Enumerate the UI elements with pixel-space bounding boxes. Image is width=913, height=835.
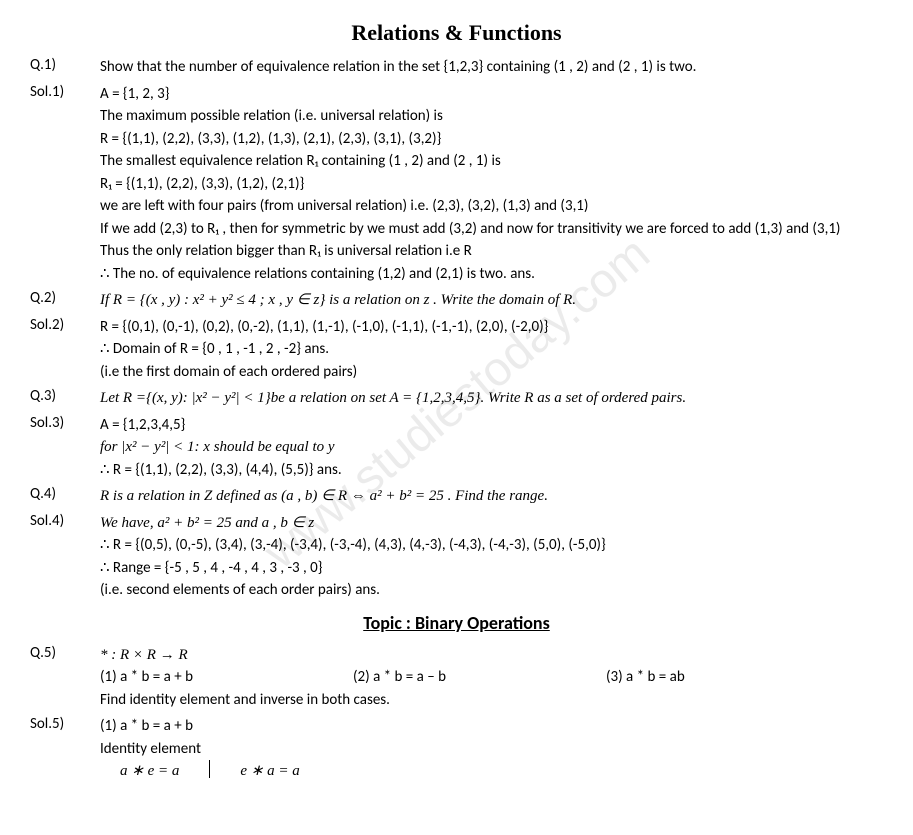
q2-label: Q.2) — [30, 289, 100, 312]
page-title: Relations & Functions — [30, 20, 883, 46]
solution-1: Sol.1) A = {1, 2, 3} The maximum possibl… — [30, 83, 883, 286]
sol2-label: Sol.2) — [30, 316, 100, 384]
q5-label: Q.5) — [30, 644, 100, 712]
q4-text: R is a relation in Z defined as (a , b) … — [100, 485, 883, 508]
sol5-line: Identity element — [100, 738, 883, 761]
sol1-line: The maximum possible relation (i.e. univ… — [100, 105, 883, 128]
sol2-line: (i.e the first domain of each ordered pa… — [100, 361, 883, 384]
sol1-line: ∴ The no. of equivalence relations conta… — [100, 263, 883, 286]
sol1-line: If we add (2,3) to R₁ , then for symmetr… — [100, 218, 883, 241]
sol3-label: Sol.3) — [30, 414, 100, 482]
question-1: Q.1) Show that the number of equivalence… — [30, 56, 883, 79]
sol4-line: ∴ Range = {-5 , 5 , 4 , -4 , 4 , 3 , -3 … — [100, 557, 883, 580]
sol3-line: ∴ R = {(1,1), (2,2), (3,3), (4,4), (5,5)… — [100, 459, 883, 482]
q5-opt2: (2) a * b = a – b — [353, 666, 446, 689]
sol5-eq2: e ∗ a = a — [240, 760, 299, 783]
sol4-line: ∴ R = {(0,5), (0,-5), (3,4), (3,-4), (-3… — [100, 534, 883, 557]
separator — [209, 760, 210, 778]
question-3: Q.3) Let R ={(x, y): |x² − y²| < 1}be a … — [30, 387, 883, 410]
sol1-line: Thus the only relation bigger than R₁ is… — [100, 240, 883, 263]
sol5-line: (1) a * b = a + b — [100, 715, 883, 738]
solution-4: Sol.4) We have, a² + b² = 25 and a , b ∈… — [30, 512, 883, 602]
sol3-line: for |x² − y²| < 1: x should be equal to … — [100, 436, 883, 459]
q5-star: * : R × R → R — [100, 644, 883, 667]
q5-last: Find identity element and inverse in bot… — [100, 689, 883, 712]
sol2-line: ∴ Domain of R = {0 , 1 , -1 , 2 , -2} an… — [100, 338, 883, 361]
q5-opt3: (3) a * b = ab — [606, 666, 685, 689]
q2-text: If R = {(x , y) : x² + y² ≤ 4 ; x , y ∈ … — [100, 289, 883, 312]
question-2: Q.2) If R = {(x , y) : x² + y² ≤ 4 ; x ,… — [30, 289, 883, 312]
q5-opt1: (1) a * b = a + b — [100, 666, 193, 689]
sol1-line: R₁ = {(1,1), (2,2), (3,3), (1,2), (2,1)} — [100, 173, 883, 196]
sol1-line: The smallest equivalence relation R₁ con… — [100, 150, 883, 173]
q3-label: Q.3) — [30, 387, 100, 410]
subtitle: Topic : Binary Operations — [30, 612, 883, 634]
sol1-line: we are left with four pairs (from univer… — [100, 195, 883, 218]
sol2-line: R = {(0,1), (0,-1), (0,2), (0,-2), (1,1)… — [100, 316, 883, 339]
sol1-line: A = {1, 2, 3} — [100, 83, 883, 106]
q1-label: Q.1) — [30, 56, 100, 79]
solution-5: Sol.5) (1) a * b = a + b Identity elemen… — [30, 715, 883, 783]
sol5-label: Sol.5) — [30, 715, 100, 783]
sol4-line: (i.e. second elements of each order pair… — [100, 579, 883, 602]
sol5-eq1: a ∗ e = a — [120, 760, 179, 783]
sol3-line: A = {1,2,3,4,5} — [100, 414, 883, 437]
q1-text: Show that the number of equivalence rela… — [100, 56, 883, 79]
question-5: Q.5) * : R × R → R (1) a * b = a + b (2)… — [30, 644, 883, 712]
sol4-label: Sol.4) — [30, 512, 100, 602]
sol4-line: We have, a² + b² = 25 and a , b ∈ z — [100, 512, 883, 535]
question-4: Q.4) R is a relation in Z defined as (a … — [30, 485, 883, 508]
sol1-label: Sol.1) — [30, 83, 100, 286]
solution-2: Sol.2) R = {(0,1), (0,-1), (0,2), (0,-2)… — [30, 316, 883, 384]
sol1-line: R = {(1,1), (2,2), (3,3), (1,2), (1,3), … — [100, 128, 883, 151]
q4-label: Q.4) — [30, 485, 100, 508]
solution-3: Sol.3) A = {1,2,3,4,5} for |x² − y²| < 1… — [30, 414, 883, 482]
q3-text: Let R ={(x, y): |x² − y²| < 1}be a relat… — [100, 387, 883, 410]
